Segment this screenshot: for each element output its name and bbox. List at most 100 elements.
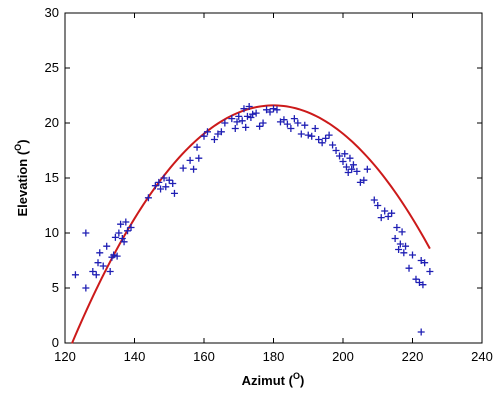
data-point (283, 120, 291, 128)
fit-curve (71, 104, 431, 344)
data-point (318, 139, 326, 147)
data-point (113, 252, 121, 260)
data-point (235, 112, 243, 120)
x-axis-unit: O (293, 371, 300, 381)
x-tick-label: 120 (54, 349, 76, 364)
data-point (294, 119, 302, 127)
data-point (82, 229, 90, 237)
data-point (349, 161, 357, 169)
data-point (280, 116, 288, 124)
x-tick-label: 240 (471, 349, 493, 364)
data-point (301, 121, 309, 129)
data-point (409, 251, 416, 259)
x-tick-label: 220 (402, 349, 424, 364)
data-point (395, 246, 403, 253)
x-axis-title: Azimut (O) (242, 371, 305, 388)
data-point (238, 117, 246, 125)
data-point (231, 125, 239, 132)
data-point (377, 214, 385, 222)
x-tick-label: 140 (124, 349, 146, 364)
data-point (388, 209, 396, 217)
data-point (405, 264, 413, 272)
data-point (151, 182, 159, 190)
data-point (144, 194, 152, 202)
data-point (96, 249, 104, 257)
data-point (348, 165, 356, 173)
data-point (122, 218, 130, 226)
data-point (341, 150, 349, 158)
data-point (221, 119, 229, 127)
data-point (186, 156, 194, 164)
data-point (311, 125, 319, 132)
y-axis-title: Elevation (O) (13, 139, 30, 216)
y-axis-unit: O (13, 144, 23, 151)
data-point (117, 220, 125, 228)
data-point (228, 115, 236, 123)
data-point (412, 275, 420, 283)
data-point (103, 242, 111, 250)
data-point (190, 165, 198, 173)
data-point (400, 249, 408, 257)
fit-curve-layer (71, 104, 431, 344)
data-point (270, 105, 277, 113)
data-point (287, 125, 295, 132)
data-point (193, 143, 201, 151)
x-tick-label: 200 (332, 349, 354, 364)
data-point (336, 152, 344, 160)
data-point (242, 123, 250, 131)
plot-area (64, 12, 483, 344)
data-point (115, 229, 123, 237)
data-point (71, 271, 79, 279)
data-point (308, 132, 316, 140)
data-point (315, 136, 323, 143)
x-tick-label: 180 (263, 349, 285, 364)
y-tick-label: 20 (45, 115, 59, 130)
data-point (217, 128, 225, 136)
data-point (329, 141, 337, 149)
data-point (106, 268, 114, 275)
data-point (421, 259, 429, 267)
data-point (360, 176, 368, 184)
y-tick-label: 0 (52, 335, 59, 350)
data-point (256, 122, 264, 130)
y-tick-label: 25 (45, 60, 59, 75)
data-point (363, 165, 371, 173)
data-point (325, 131, 333, 139)
data-point (200, 132, 208, 140)
y-axis: 0 5 10 15 20 25 30 (45, 5, 482, 350)
data-point (157, 185, 165, 193)
data-point (374, 202, 382, 209)
data-point (259, 119, 267, 127)
y-tick-label: 15 (45, 170, 59, 185)
y-axis-title-text: Elevation (15, 159, 30, 217)
data-point (290, 115, 298, 123)
data-point (165, 176, 173, 184)
data-point (266, 108, 274, 116)
data-point (120, 238, 128, 246)
data-point (249, 110, 257, 118)
data-point (419, 281, 427, 289)
data-point (346, 154, 354, 162)
data-point (169, 180, 177, 187)
data-point (402, 242, 410, 250)
data-point (342, 163, 350, 171)
data-point (322, 134, 330, 142)
data-point (252, 109, 260, 117)
data-point (243, 112, 251, 120)
data-point (240, 105, 248, 113)
data-point (155, 178, 163, 186)
data-point (344, 169, 352, 176)
data-point (393, 224, 401, 231)
data-point (353, 167, 361, 175)
x-axis-title-text: Azimut (242, 373, 286, 388)
data-point (398, 228, 406, 236)
data-point (426, 268, 434, 275)
data-point (297, 130, 305, 138)
data-point (210, 136, 218, 143)
data-point (339, 158, 347, 165)
data-point (179, 164, 187, 172)
data-point (195, 154, 203, 162)
data-point (391, 235, 399, 242)
x-tick-label: 160 (193, 349, 215, 364)
